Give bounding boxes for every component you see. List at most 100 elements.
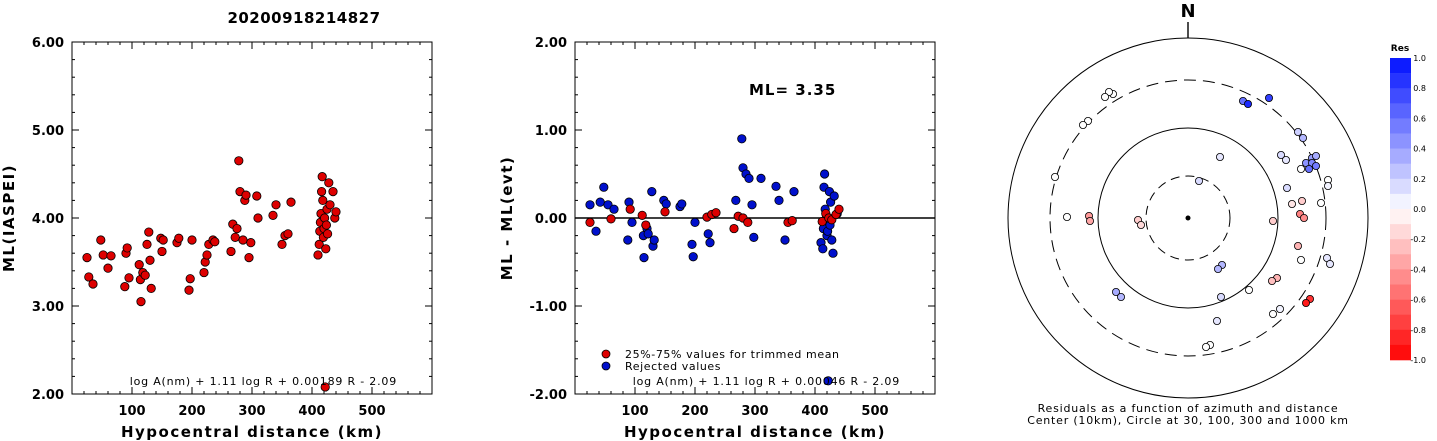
station-residual-marker [1298, 196, 1307, 205]
magnitude-point [140, 270, 150, 280]
station-residual-marker [1276, 304, 1285, 313]
magnitude-point [88, 279, 98, 289]
station-residual-marker [1324, 181, 1333, 190]
colorbar-cell [1390, 133, 1411, 149]
middle-xtick-label: 500 [861, 404, 888, 419]
middle-x-axis-label: Hypocentral distance (km) [624, 423, 886, 441]
magnitude-point [316, 187, 327, 197]
station-residual-marker [1137, 220, 1146, 229]
rejected-residual-point [643, 229, 653, 239]
event-magnitude-label: ML= 3.35 [749, 81, 836, 99]
left-ytick-label: 4.00 [32, 212, 64, 227]
station-residual-marker [1063, 212, 1072, 221]
station-residual-marker [1195, 176, 1204, 185]
station-residual-marker [1283, 183, 1292, 192]
left-formula: log A(nm) + 1.11 log R + 0.00189 R - 2.0… [130, 375, 397, 388]
station-residual-marker [1297, 255, 1306, 264]
magnitude-point [199, 267, 209, 278]
left-x-axis-label: Hypocentral distance (km) [121, 423, 383, 441]
middle-points [585, 134, 844, 386]
colorbar-cell [1390, 254, 1411, 270]
magnitude-point [238, 235, 248, 245]
rejected-residual-point [747, 200, 757, 210]
middle-xtick-label: 400 [801, 404, 828, 419]
trimmed-residual-point [787, 216, 797, 226]
colorbar-cell [1390, 269, 1411, 285]
colorbar-cell [1390, 299, 1411, 315]
rejected-residual-point [827, 235, 837, 245]
colorbar-title: Res [1391, 44, 1409, 54]
middle-ytick-label: 2.00 [535, 36, 567, 51]
station-residual-marker [1051, 172, 1060, 181]
middle-ticks: 100 200 300 400 500 -2.00 -1.00 0.00 1.00 2.00 [530, 36, 935, 419]
polar-caption-line1: Residuals as a function of azimuth and d… [1038, 402, 1339, 415]
magnitude-point [253, 213, 263, 223]
middle-ytick-label: -2.00 [530, 388, 567, 403]
polar-chart: N Residuals as a function of azimuth and… [1007, 1, 1369, 427]
colorbar-tick-label: -0.4 [1410, 265, 1426, 274]
rejected-residual-point [649, 235, 659, 245]
magnitude-point [124, 273, 134, 283]
magnitude-point [210, 237, 220, 247]
rejected-residual-point [771, 181, 781, 191]
left-points [82, 156, 341, 392]
magnitude-point [157, 246, 167, 257]
north-label: N [1180, 1, 1195, 22]
colorbar-cell [1390, 118, 1411, 134]
magnitude-point [120, 282, 130, 292]
magnitude-point [146, 283, 156, 293]
rejected-residual-point [789, 187, 799, 197]
colorbar-cell [1390, 329, 1411, 346]
trimmed-residual-point [743, 217, 753, 227]
magnitude-point [314, 239, 324, 249]
left-xtick-label: 300 [238, 404, 265, 419]
station-residual-marker [1294, 241, 1303, 250]
ring-300km [1049, 79, 1327, 357]
middle-ytick-label: -1.00 [530, 300, 567, 315]
rejected-residual-point [623, 235, 633, 245]
rejected-residual-point [690, 217, 700, 227]
magnitude-point [328, 187, 338, 197]
left-xtick-label: 200 [178, 404, 205, 419]
left-chart: 100 200 300 400 500 2.00 3.00 4.00 5.00 6.00 log … [0, 36, 433, 441]
magnitude-point [230, 232, 240, 242]
colorbar-cell [1390, 88, 1411, 104]
rejected-residual-point [609, 204, 619, 214]
colorbar-tick-label: 0.2 [1413, 175, 1426, 184]
colorbar-tick-label: -0.6 [1410, 296, 1426, 305]
magnitude-point [324, 178, 334, 188]
left-ytick-label: 5.00 [32, 124, 64, 139]
station-residual-marker [1277, 150, 1286, 159]
colorbar: Res 1.0 0.8 0.6 0.4 0.2 0.0 -0.2 -0.4 -0.6 -0.8 -1… [1390, 44, 1426, 365]
colorbar-cell [1390, 314, 1411, 331]
polar-center [1185, 215, 1191, 221]
rejected-residual-point [774, 195, 784, 205]
magnitude-point [185, 274, 195, 284]
station-residual-marker [1312, 161, 1321, 170]
station-residual-marker [1244, 100, 1253, 109]
legend-trimmed-label: 25%-75% values for trimmed mean [625, 348, 840, 361]
station-residual-marker [1288, 199, 1297, 208]
station-residual-marker [1202, 342, 1211, 351]
magnitude-point [96, 235, 106, 245]
trimmed-residual-point [641, 220, 651, 230]
magnitude-point [174, 233, 184, 243]
rejected-residual-point [677, 199, 687, 209]
station-residual-marker [1101, 93, 1110, 102]
station-residual-marker [1294, 127, 1303, 136]
station-residual-marker [1117, 292, 1126, 301]
left-ticks: 100 200 300 400 500 2.00 3.00 4.00 5.00 6.00 [32, 36, 432, 419]
polar-caption-line2: Center (10km), Circle at 30, 100, 300 an… [1027, 414, 1349, 427]
colorbar-cell [1390, 103, 1411, 119]
rejected-residual-point [627, 217, 637, 227]
colorbar-cell [1390, 224, 1411, 240]
station-residual-marker [1079, 121, 1088, 130]
middle-chart: 100 200 300 400 500 -2.00 -1.00 0.00 1.00 2.00 ML… [498, 36, 936, 441]
trimmed-residual-point [660, 207, 670, 217]
left-ytick-label: 6.00 [32, 36, 64, 51]
left-ytick-label: 3.00 [32, 300, 64, 315]
rejected-residual-point [749, 232, 759, 242]
rejected-residual-point [647, 187, 657, 197]
trimmed-residual-point [729, 223, 739, 234]
station-residual-marker [1269, 309, 1278, 318]
